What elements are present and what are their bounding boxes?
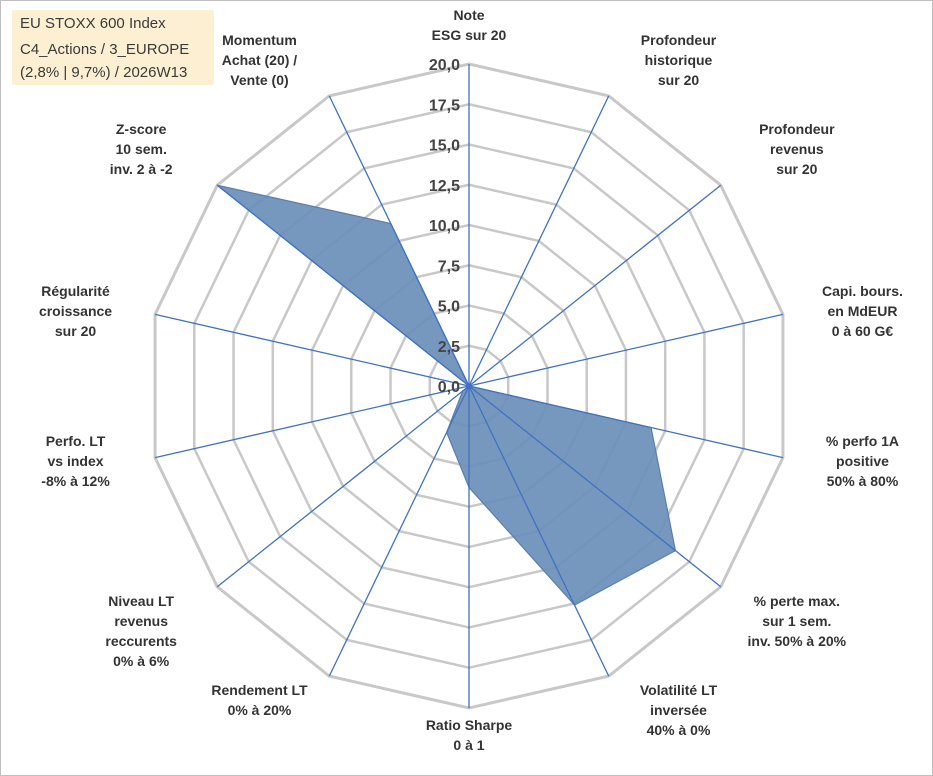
tick-label-8: 20,0 (429, 57, 460, 74)
axis-spoke-11 (154, 313, 470, 387)
tick-label-5: 12,5 (429, 178, 460, 195)
axis-label-9-line-3: 0% à 6% (113, 653, 170, 669)
tick-label-6: 15,0 (429, 138, 460, 155)
axis-label-12-line-2: inv. 2 à -2 (110, 161, 173, 177)
tick-label-2: 5,0 (438, 299, 460, 316)
axis-label-6-line-0: Volatilité LT (640, 682, 718, 698)
axis-label-1-line-1: historique (645, 52, 713, 68)
axis-label-0-line-0: Note (453, 7, 484, 23)
axis-label-3-line-2: 0 à 60 G€ (832, 323, 894, 339)
axis-label-4-line-0: % perfo 1A (826, 433, 899, 449)
axis-label-4: % perfo 1A positive 50% à 80% (826, 433, 899, 489)
tick-label-3: 7,5 (438, 258, 460, 275)
axis-spoke-4 (468, 385, 784, 459)
axis-label-1: Profondeur historique sur 20 (641, 32, 717, 88)
axis-label-6: Volatilité LT inversée 40% à 0% (640, 682, 718, 738)
axis-label-3-line-0: Capi. bours. (822, 283, 903, 299)
axis-label-0-line-1: ESG sur 20 (432, 27, 507, 43)
axis-label-2: Profondeur revenus sur 20 (759, 121, 835, 177)
tick-label-0: 0,0 (438, 379, 460, 396)
axis-spoke-6 (468, 385, 610, 677)
axis-label-7: Ratio Sharpe 0 à 1 (426, 717, 513, 753)
axis-label-9-line-0: Niveau LT (108, 593, 174, 609)
axis-label-5-line-2: inv. 50% à 20% (748, 633, 847, 649)
axis-label-8-line-1: 0% à 20% (228, 702, 292, 718)
axis-label-layer: Note ESG sur 20 Profondeur historique sur 20… (39, 7, 903, 753)
chart-title: EU STOXX 600 Index (20, 15, 166, 32)
axis-label-6-line-1: inversée (650, 702, 707, 718)
axis-label-3: Capi. bours. en MdEUR 0 à 60 G€ (822, 283, 903, 339)
axis-spoke-10 (154, 385, 470, 459)
axis-label-12: Z-score 10 sem. inv. 2 à -2 (110, 121, 173, 177)
axis-label-10-line-2: -8% à 12% (41, 473, 110, 489)
axis-spoke-13 (328, 95, 470, 387)
axis-label-5: % perte max. sur 1 sem. inv. 50% à 20% (748, 593, 847, 649)
axis-label-5-line-1: sur 1 sem. (762, 613, 831, 629)
axis-label-10-line-1: vs index (48, 453, 104, 469)
axis-label-10-line-0: Perfo. LT (46, 433, 106, 449)
axis-label-12-line-0: Z-score (116, 121, 167, 137)
axis-label-2-line-2: sur 20 (776, 161, 817, 177)
axis-spoke-1 (468, 95, 610, 387)
axis-label-0: Note ESG sur 20 (432, 7, 507, 43)
axis-spoke-3 (468, 313, 784, 387)
axis-label-4-line-1: positive (836, 453, 889, 469)
axis-spoke-2 (468, 184, 722, 387)
tick-label-7: 17,5 (429, 97, 460, 114)
axis-label-8: Rendement LT 0% à 20% (211, 682, 308, 718)
axis-label-3-line-1: en MdEUR (827, 303, 897, 319)
axis-label-12-line-1: 10 sem. (115, 141, 166, 157)
axis-label-7-line-1: 0 à 1 (453, 737, 484, 753)
axis-label-9: Niveau LT revenus reccurents 0% à 6% (105, 593, 177, 669)
axis-label-8-line-0: Rendement LT (211, 682, 308, 698)
axis-label-9-line-2: reccurents (105, 633, 177, 649)
axis-spoke-9 (216, 385, 470, 588)
chart-subtitle-stats: (2,8% | 9,7%) / 2026W13 (20, 64, 188, 81)
axis-label-1-line-2: sur 20 (658, 72, 699, 88)
tick-label-1: 2,5 (438, 339, 460, 356)
axis-label-6-line-2: 40% à 0% (647, 722, 711, 738)
axis-label-11: Régularité croissance sur 20 (39, 283, 112, 339)
axis-label-11-line-2: sur 20 (55, 323, 96, 339)
axis-spoke-8 (328, 385, 470, 677)
chart-subtitle-category: C4_Actions / 3_EUROPE (20, 41, 190, 58)
axis-label-11-line-1: croissance (39, 303, 112, 319)
axis-label-13-line-1: Achat (20) / (222, 52, 298, 68)
axis-spoke-5 (468, 385, 722, 588)
axis-label-2-line-0: Profondeur (759, 121, 835, 137)
axis-label-9-line-1: revenus (114, 613, 168, 629)
axis-label-2-line-1: revenus (770, 141, 824, 157)
axis-spoke-12 (216, 184, 470, 387)
axis-label-13-line-0: Momentum (222, 32, 297, 48)
spoke-layer (154, 64, 784, 708)
chart-title-box: EU STOXX 600 Index C4_Actions / 3_EUROPE… (12, 10, 214, 85)
axis-label-5-line-0: % perte max. (754, 593, 840, 609)
tick-layer: 0,0 2,5 5,0 7,5 10,0 12,5 15,0 17,5 20,0 (429, 57, 460, 396)
axis-label-4-line-2: 50% à 80% (827, 473, 899, 489)
axis-label-7-line-0: Ratio Sharpe (426, 717, 513, 733)
axis-label-1-line-0: Profondeur (641, 32, 717, 48)
axis-label-13-line-2: Vente (0) (230, 72, 288, 88)
axis-label-10: Perfo. LT vs index -8% à 12% (41, 433, 110, 489)
axis-label-13: Momentum Achat (20) / Vente (0) (222, 32, 298, 88)
axis-label-11-line-0: Régularité (41, 283, 110, 299)
tick-label-4: 10,0 (429, 218, 460, 235)
